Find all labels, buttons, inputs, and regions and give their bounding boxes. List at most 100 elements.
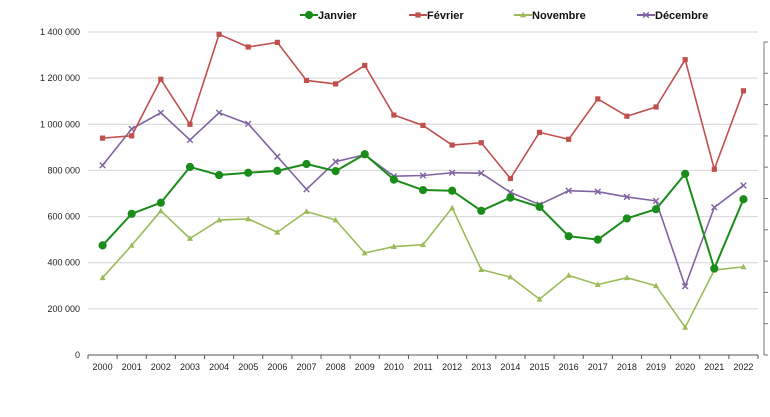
data-point [594, 281, 601, 288]
x-tick-label: 2006 [267, 362, 287, 372]
data-point [565, 187, 572, 195]
data-point [389, 175, 398, 184]
data-point [303, 77, 310, 84]
data-point [478, 266, 485, 273]
data-point [99, 162, 106, 169]
data-point [185, 162, 195, 172]
data-point [129, 133, 135, 139]
data-point [653, 282, 660, 289]
data-point [419, 172, 427, 179]
data-point [156, 198, 165, 207]
x-tick-label: 2001 [122, 362, 142, 372]
x-tick-label: 2017 [588, 362, 608, 372]
x-tick-label: 2010 [384, 362, 404, 372]
x-tick-label: 2007 [296, 362, 316, 372]
data-point [273, 166, 282, 175]
data-point [711, 166, 717, 172]
series-line [101, 207, 744, 329]
y-tick-label: 1 000 000 [40, 119, 80, 129]
data-point [157, 109, 165, 117]
data-point [99, 135, 106, 141]
data-point [420, 241, 426, 248]
x-tick-label: 2011 [413, 362, 432, 372]
data-point [536, 129, 543, 135]
data-point [740, 182, 747, 189]
x-tick-label: 2003 [180, 362, 200, 372]
x-tick-label: 2018 [617, 362, 637, 372]
data-point [507, 273, 514, 280]
data-point [448, 169, 456, 177]
data-point [653, 104, 659, 110]
x-tick-label: 2013 [471, 362, 491, 372]
y-tick-label: 0 [75, 350, 80, 360]
data-point [158, 76, 164, 82]
x-tick-label: 2015 [530, 362, 550, 372]
data-point [98, 241, 107, 250]
data-point [302, 159, 311, 169]
data-point [420, 122, 426, 129]
x-tick-label: 2008 [326, 362, 346, 372]
data-point [331, 167, 340, 176]
data-point [304, 10, 314, 20]
axes: 0 200 000 400 000 600 000 800 000 1 000 000 1 … [40, 27, 768, 372]
data-point [390, 243, 397, 249]
x-tick-label: 2004 [209, 362, 229, 372]
data-point [535, 202, 544, 211]
data-point [564, 232, 573, 241]
data-point [507, 175, 513, 182]
series-line [101, 153, 745, 270]
data-point [622, 214, 632, 223]
data-point [710, 264, 719, 273]
legend-item: Février [409, 10, 464, 22]
data-point [214, 170, 224, 180]
data-point [303, 208, 310, 214]
data-point [391, 112, 397, 118]
data-point [216, 216, 223, 223]
x-tick-label: 2014 [500, 362, 520, 372]
y-tick-label: 1 200 000 [40, 73, 80, 83]
data-point [418, 185, 428, 195]
data-point [245, 215, 252, 222]
data-point [536, 295, 543, 302]
data-point [623, 193, 631, 201]
data-point [520, 11, 526, 18]
data-point [478, 140, 484, 146]
legend-label: Novembre [532, 10, 586, 22]
data-point [186, 136, 194, 144]
data-point [216, 31, 222, 37]
legend-label: Janvier [318, 10, 357, 22]
data-point [594, 188, 602, 195]
data-point [333, 81, 339, 87]
data-point [448, 186, 457, 195]
series-lines [98, 31, 748, 330]
x-tick-label: 2021 [704, 362, 724, 372]
legend-item: Janvier [300, 10, 357, 22]
data-point [274, 229, 281, 235]
legend-item: Décembre [637, 10, 708, 22]
data-point [157, 207, 164, 214]
data-point [740, 88, 747, 94]
data-point [332, 216, 339, 223]
y-tick-label: 1 400 000 [40, 27, 80, 37]
data-point [624, 113, 630, 119]
x-tick-label: 2020 [675, 362, 695, 372]
data-point [187, 121, 193, 127]
data-point [739, 195, 748, 204]
x-tick-label: 2002 [151, 362, 171, 372]
data-point [127, 209, 136, 218]
data-point [682, 324, 689, 330]
data-point [593, 235, 602, 244]
y-tick-label: 600 000 [47, 212, 80, 222]
data-point [449, 204, 456, 211]
legend-label: Décembre [655, 10, 708, 22]
series-line [102, 33, 745, 180]
x-tick-label: 2022 [733, 362, 753, 372]
data-point [740, 263, 747, 270]
data-point [682, 57, 688, 63]
data-point [244, 120, 252, 128]
data-point [477, 169, 485, 177]
data-point [681, 282, 689, 290]
data-point [652, 197, 660, 205]
